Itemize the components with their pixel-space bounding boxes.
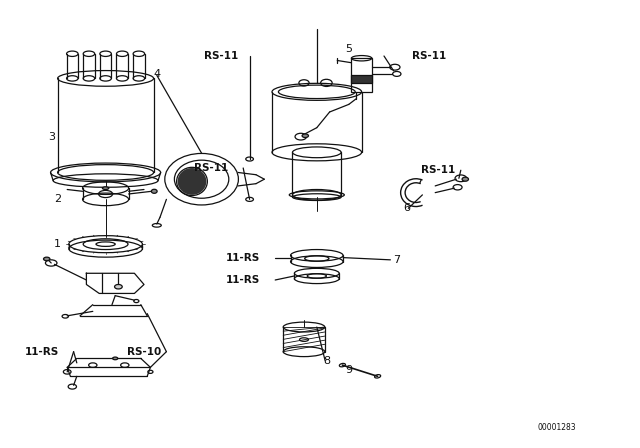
- Text: 4: 4: [153, 69, 161, 79]
- Ellipse shape: [462, 177, 468, 181]
- Text: 11-RS: 11-RS: [226, 275, 260, 285]
- Ellipse shape: [152, 189, 157, 193]
- Bar: [351, 75, 372, 83]
- Text: 11-RS: 11-RS: [24, 347, 59, 357]
- Text: RS-11: RS-11: [194, 163, 228, 173]
- Ellipse shape: [115, 284, 122, 289]
- Text: RS-10: RS-10: [127, 347, 161, 357]
- Text: RS-11: RS-11: [204, 51, 238, 61]
- Ellipse shape: [44, 257, 50, 261]
- Text: RS-11: RS-11: [412, 51, 446, 61]
- Ellipse shape: [302, 134, 308, 138]
- Text: 2: 2: [54, 194, 61, 204]
- Bar: [351, 58, 372, 92]
- Text: 9: 9: [345, 365, 353, 375]
- Text: 1: 1: [54, 239, 61, 249]
- Text: 00001283: 00001283: [538, 423, 576, 432]
- Text: 5: 5: [346, 44, 352, 54]
- Text: 6: 6: [403, 203, 410, 213]
- Ellipse shape: [102, 187, 109, 190]
- Text: 7: 7: [393, 255, 401, 265]
- Text: 11-RS: 11-RS: [226, 253, 260, 263]
- Text: 8: 8: [323, 356, 330, 366]
- Text: 3: 3: [48, 132, 54, 142]
- Ellipse shape: [178, 168, 206, 195]
- Ellipse shape: [113, 357, 118, 360]
- Text: RS-11: RS-11: [421, 165, 456, 175]
